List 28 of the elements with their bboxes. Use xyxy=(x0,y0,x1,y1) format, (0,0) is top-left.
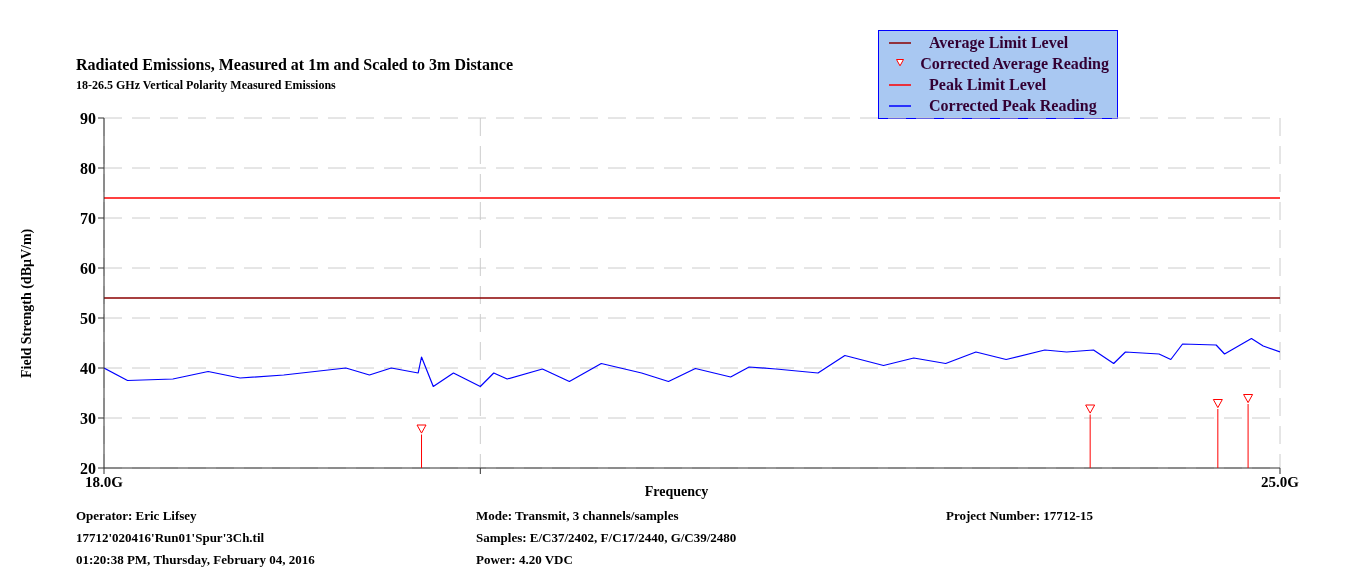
y-tick-label: 70 xyxy=(80,209,96,227)
text: 17712'020416'Run01'Spur'3Ch.til xyxy=(76,530,266,546)
text: Samples: E/C37/2402, F/C17/2440, G/C39/2480 xyxy=(476,530,738,546)
point xyxy=(1212,399,1223,409)
chart-title: Radiated Emissions, Measured at 1m and Scaled to 3m Distance xyxy=(76,56,514,74)
line-series xyxy=(104,337,1280,388)
legend-label: Average Limit Level xyxy=(929,33,1069,52)
text: Operator: Eric Lifsey xyxy=(76,508,198,524)
x-tick-label: 25.0G xyxy=(1261,473,1300,490)
point xyxy=(416,424,427,434)
y-tick-label: 90 xyxy=(80,109,96,127)
text: Project Number: 17712-15 xyxy=(946,508,1095,524)
text: Power: 4.20 VDC xyxy=(476,552,574,568)
point xyxy=(1085,404,1096,414)
y-tick-label: 40 xyxy=(80,359,96,377)
chart-subtitle: 18-26.5 GHz Vertical Polarity Measured Emissions xyxy=(76,78,337,93)
y-tick-label: 60 xyxy=(80,259,96,277)
legend-label: Peak Limit Level xyxy=(929,75,1047,94)
y-tick-label: 80 xyxy=(80,159,96,177)
x-axis-title: Frequency xyxy=(644,484,709,499)
y-tick-label: 50 xyxy=(80,309,96,327)
y-tick-label: 30 xyxy=(80,409,96,427)
legend-label: Corrected Peak Reading xyxy=(929,96,1097,115)
text: Mode: Transmit, 3 channels/samples xyxy=(476,508,680,524)
text: 01:20:38 PM, Thursday, February 04, 2016 xyxy=(76,552,316,568)
y-axis-title: Field Strength (dBμV/m) xyxy=(18,228,35,378)
legend-label: Corrected Average Reading xyxy=(920,54,1109,73)
point xyxy=(1243,394,1254,404)
